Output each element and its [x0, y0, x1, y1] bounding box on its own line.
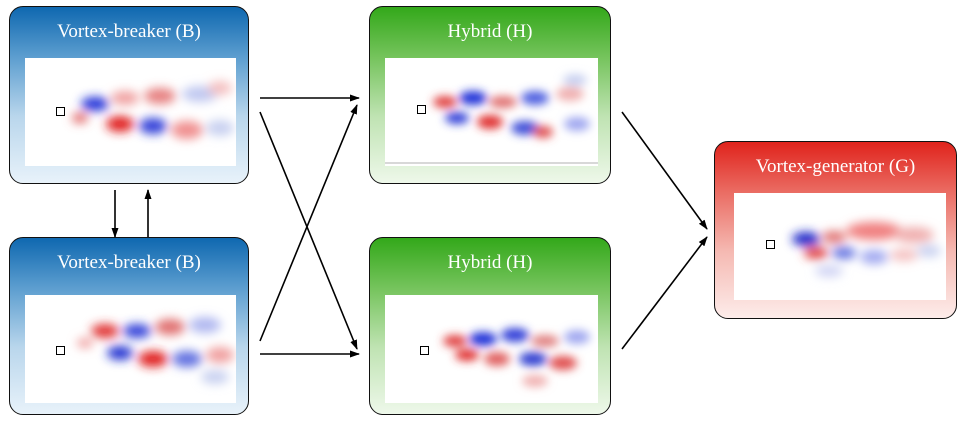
panel-title: Vortex-generator (G): [755, 156, 916, 177]
panel-title: Hybrid (H): [447, 21, 533, 42]
panel-hybrid-bottom: Hybrid (H): [369, 237, 611, 415]
cylinder-marker: [420, 346, 429, 355]
cylinder-marker: [56, 346, 65, 355]
arrow-b2-to-h1: [259, 104, 358, 342]
panel-title: Hybrid (H): [447, 252, 533, 273]
cylinder-marker: [417, 105, 426, 114]
panel-vortex-breaker-bottom: Vortex-breaker (B): [9, 237, 249, 415]
panel-hybrid-top: Hybrid (H): [369, 6, 611, 184]
panel-title: Vortex-breaker (B): [57, 21, 201, 42]
panel-title: Vortex-breaker (B): [57, 252, 201, 273]
cylinder-marker: [766, 240, 775, 249]
arrow-h1-to-g: [621, 111, 708, 230]
cylinder-marker: [56, 107, 65, 116]
panel-vortex-breaker-top: Vortex-breaker (B): [9, 6, 249, 184]
panel-vortex-generator: Vortex-generator (G): [714, 141, 957, 319]
arrow-h2-to-g: [621, 236, 708, 350]
arrow-b1-to-h2: [259, 111, 358, 350]
